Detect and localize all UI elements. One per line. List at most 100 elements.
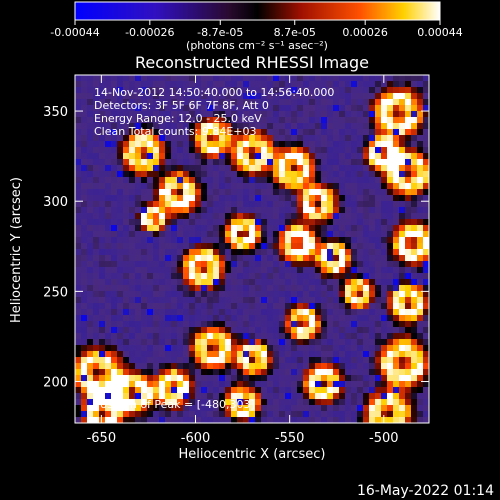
heatmap-cell: [87, 219, 94, 226]
heatmap-cell: [393, 147, 400, 154]
heatmap-cell: [111, 291, 118, 298]
heatmap-cell: [309, 345, 316, 352]
x-tick-label: -500: [369, 431, 399, 446]
heatmap-cell: [345, 261, 352, 268]
heatmap-cell: [117, 285, 124, 292]
heatmap-cell: [129, 129, 136, 136]
heatmap-cell: [237, 261, 244, 268]
heatmap-cell: [345, 111, 352, 118]
heatmap-cell: [369, 171, 376, 178]
heatmap-cell: [213, 129, 220, 136]
heatmap-cell: [423, 171, 429, 178]
heatmap-cell: [375, 285, 382, 292]
heatmap-cell: [225, 363, 232, 370]
heatmap-cell: [273, 147, 280, 154]
heatmap-cell: [201, 99, 208, 106]
heatmap-cell: [165, 417, 172, 423]
heatmap-cell: [177, 357, 184, 364]
heatmap-cell: [249, 399, 256, 406]
heatmap-cell: [129, 225, 136, 232]
heatmap-cell: [93, 189, 100, 196]
heatmap-cell: [327, 363, 334, 370]
heatmap-cell: [357, 165, 364, 172]
heatmap-cell: [387, 75, 394, 82]
heatmap-cell: [399, 369, 406, 376]
heatmap-cell: [129, 231, 136, 238]
heatmap-cell: [309, 123, 316, 130]
heatmap-cell: [207, 387, 214, 394]
heatmap-cell: [387, 411, 394, 418]
heatmap-cell: [135, 81, 142, 88]
heatmap-cell: [159, 219, 166, 226]
heatmap-cell: [135, 183, 142, 190]
heatmap-cell: [147, 327, 154, 334]
heatmap-cell: [219, 99, 226, 106]
heatmap-cell: [351, 261, 358, 268]
heatmap-cell: [267, 375, 274, 382]
heatmap-cell: [297, 309, 304, 316]
heatmap-cell: [369, 249, 376, 256]
heatmap-cell: [405, 351, 412, 358]
heatmap-cell: [105, 267, 112, 274]
heatmap-cell: [333, 357, 340, 364]
heatmap-cell: [297, 111, 304, 118]
heatmap-cell: [291, 195, 298, 202]
heatmap-cell: [273, 261, 280, 268]
heatmap-cell: [123, 249, 130, 256]
heatmap-cell: [183, 387, 190, 394]
heatmap-cell: [249, 87, 256, 94]
heatmap-cell: [411, 111, 418, 118]
heatmap-cell: [183, 279, 190, 286]
heatmap-cell: [375, 201, 382, 208]
heatmap-cell: [105, 351, 112, 358]
heatmap-cell: [327, 417, 334, 423]
heatmap-cell: [201, 111, 208, 118]
heatmap-cell: [243, 387, 250, 394]
heatmap-cell: [315, 399, 322, 406]
heatmap-cell: [105, 297, 112, 304]
heatmap-cell: [87, 297, 94, 304]
heatmap-cell: [183, 357, 190, 364]
heatmap-cell: [213, 417, 220, 423]
heatmap-cell: [111, 183, 118, 190]
heatmap-cell: [165, 147, 172, 154]
heatmap-cell: [171, 327, 178, 334]
heatmap-cell: [255, 129, 262, 136]
heatmap-cell: [243, 165, 250, 172]
heatmap-cell: [129, 105, 136, 112]
heatmap-cell: [159, 153, 166, 160]
heatmap-cell: [387, 87, 394, 94]
heatmap-cell: [99, 309, 106, 316]
heatmap-cell: [189, 207, 196, 214]
heatmap-cell: [357, 393, 364, 400]
heatmap-cell: [177, 315, 184, 322]
heatmap-cell: [423, 153, 429, 160]
heatmap-cell: [333, 339, 340, 346]
heatmap-cell: [423, 339, 429, 346]
heatmap-cell: [327, 345, 334, 352]
heatmap-cell: [249, 315, 256, 322]
heatmap-cell: [357, 273, 364, 280]
heatmap-cell: [243, 225, 250, 232]
heatmap-cell: [279, 213, 286, 220]
heatmap-cell: [165, 369, 172, 376]
heatmap-cell: [195, 267, 202, 274]
heatmap-cell: [369, 237, 376, 244]
heatmap-cell: [297, 285, 304, 292]
heatmap-cell: [339, 321, 346, 328]
heatmap-cell: [141, 177, 148, 184]
heatmap-cell: [399, 315, 406, 322]
heatmap-cell: [153, 375, 160, 382]
heatmap-cell: [333, 345, 340, 352]
heatmap-cell: [111, 267, 118, 274]
heatmap-cell: [279, 207, 286, 214]
heatmap-cell: [81, 159, 88, 166]
heatmap-cell: [351, 135, 358, 142]
heatmap-cell: [261, 333, 268, 340]
heatmap-cell: [183, 399, 190, 406]
heatmap-cell: [195, 393, 202, 400]
heatmap-cell: [111, 249, 118, 256]
heatmap-cell: [387, 243, 394, 250]
heatmap-cell: [183, 183, 190, 190]
heatmap-cell: [123, 387, 130, 394]
